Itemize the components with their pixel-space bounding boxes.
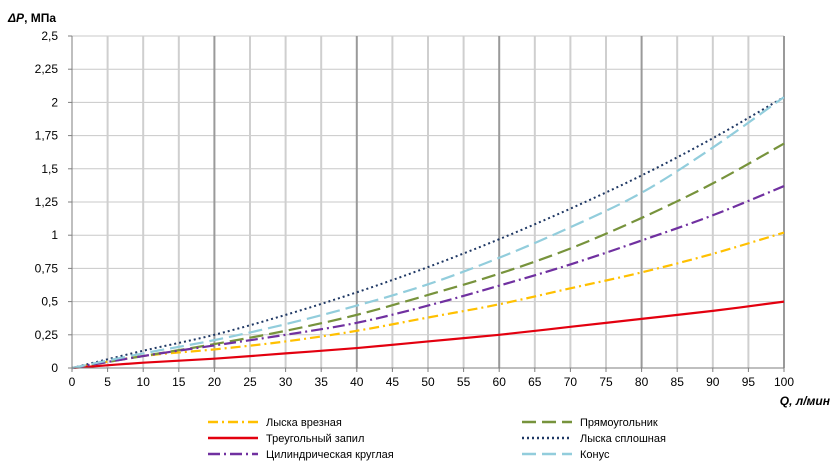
legend-label: Конус — [580, 449, 610, 461]
x-tick-label: 45 — [386, 375, 400, 389]
x-tick-label: 100 — [774, 375, 794, 389]
y-tick-label: 1,5 — [41, 162, 58, 176]
x-axis-title-symbol: Q — [780, 394, 790, 408]
y-tick-label: 1 — [51, 228, 58, 242]
x-tick-label: 80 — [635, 375, 649, 389]
x-tick-label: 70 — [564, 375, 578, 389]
y-tick-label: 1,25 — [35, 195, 59, 209]
legend: Лыска врезная Прямоугольник Треугольный за… — [208, 417, 666, 461]
legend-item: Прямоугольник — [522, 417, 658, 429]
x-axis-title: Q, л/мин — [780, 394, 831, 408]
legend-item: Треугольный запил — [208, 433, 364, 445]
x-tick-label: 65 — [528, 375, 542, 389]
y-axis-title: ΔP, МПа — [7, 11, 56, 25]
y-axis-title-symbol: ΔP — [7, 11, 25, 25]
x-tick-label: 0 — [69, 375, 76, 389]
y-ticks: 0 0,25 0,5 0,75 1 1,25 1,5 1,75 2 2,25 2,5 — [35, 29, 72, 375]
series-line-5 — [71, 96, 785, 370]
x-tick-label: 35 — [315, 375, 329, 389]
x-tick-label: 25 — [243, 375, 257, 389]
x-ticks: 0 5 10 15 20 25 30 35 40 45 50 55 60 65 70 75 80 85 90 95 10… — [69, 368, 794, 389]
legend-item: Лыска сплошная — [522, 433, 666, 445]
x-tick-label: 10 — [137, 375, 151, 389]
y-tick-label: 0,5 — [41, 295, 58, 309]
x-axis-title-unit: , л/мин — [788, 394, 831, 408]
legend-item: Цилиндрическая круглая — [208, 449, 394, 461]
series-line-1 — [71, 142, 785, 370]
legend-item: Конус — [522, 449, 610, 461]
legend-label: Цилиндрическая круглая — [266, 449, 394, 461]
x-tick-label: 50 — [421, 375, 435, 389]
y-tick-label: 2,25 — [35, 62, 59, 76]
series-line-4 — [71, 185, 785, 370]
y-axis-title-unit: , МПа — [24, 11, 56, 25]
y-tick-label: 2 — [51, 95, 58, 109]
x-tick-label: 40 — [350, 375, 364, 389]
x-tick-label: 5 — [104, 375, 111, 389]
x-tick-label: 60 — [493, 375, 507, 389]
y-tick-label: 0,75 — [35, 261, 59, 275]
series-line-3 — [71, 96, 785, 369]
y-tick-label: 0 — [51, 361, 58, 375]
y-tick-label: 0,25 — [35, 328, 59, 342]
legend-label: Лыска врезная — [266, 417, 342, 429]
y-tick-label: 1,75 — [35, 129, 59, 143]
x-tick-label: 30 — [279, 375, 293, 389]
x-tick-label: 55 — [457, 375, 471, 389]
x-tick-label: 95 — [742, 375, 756, 389]
legend-label: Прямоугольник — [580, 417, 658, 429]
x-tick-label: 20 — [208, 375, 222, 389]
x-tick-label: 15 — [172, 375, 186, 389]
x-tick-label: 75 — [599, 375, 613, 389]
series-line-2 — [71, 300, 785, 370]
x-tick-label: 85 — [671, 375, 685, 389]
x-tick-label: 90 — [706, 375, 720, 389]
legend-label: Лыска сплошная — [580, 433, 666, 445]
series-line-0 — [71, 231, 785, 370]
y-tick-label: 2,5 — [41, 29, 58, 43]
grid — [72, 35, 785, 368]
series-layer — [71, 96, 785, 370]
legend-label: Треугольный запил — [266, 433, 364, 445]
legend-item: Лыска врезная — [208, 417, 342, 429]
